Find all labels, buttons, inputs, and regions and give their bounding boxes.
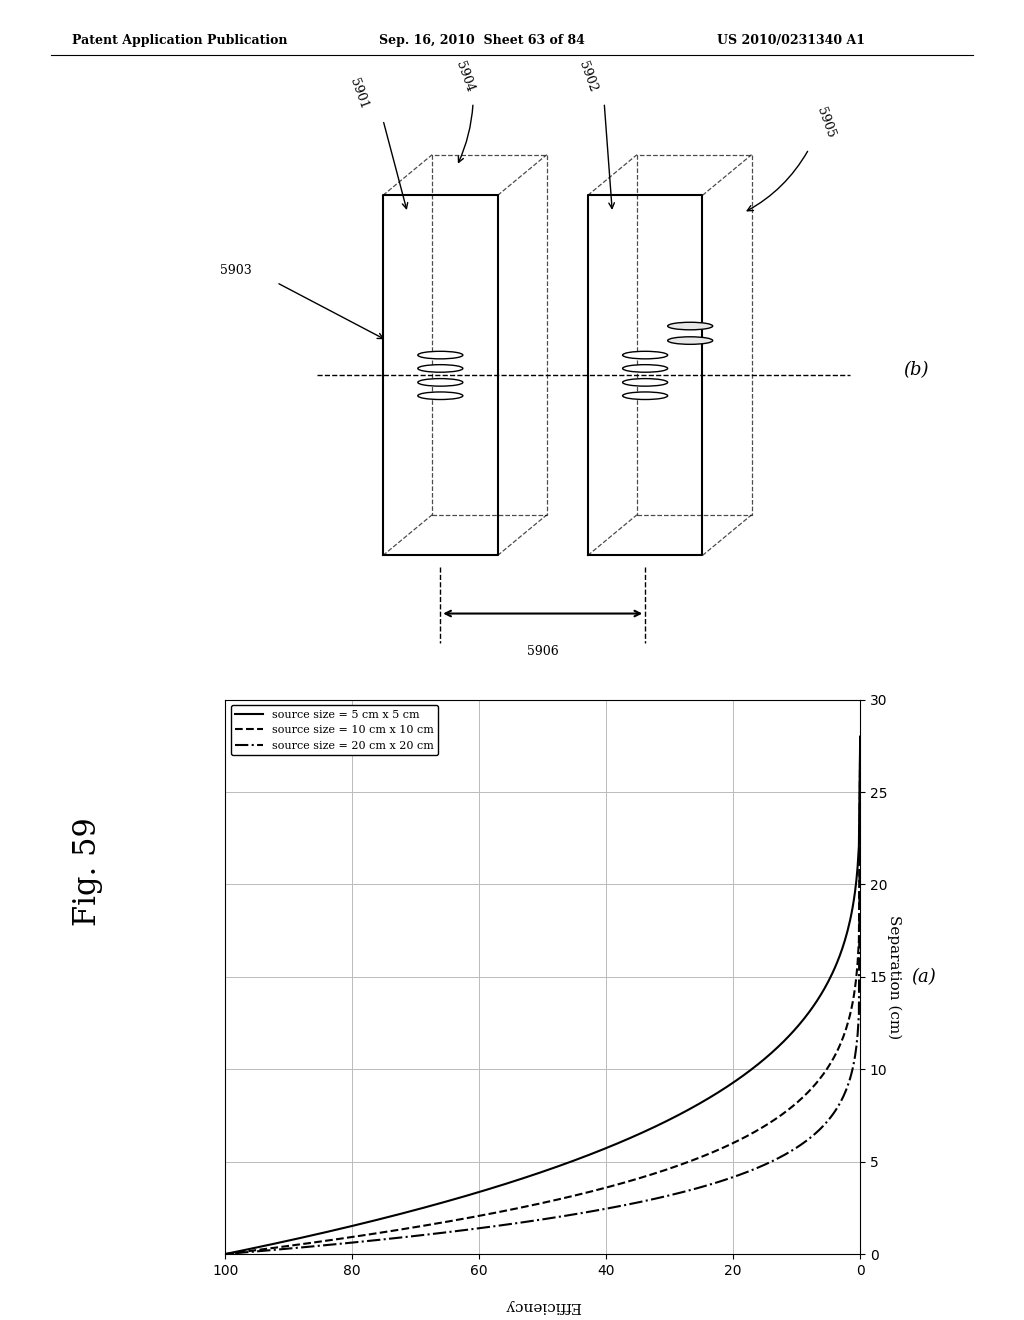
Line: source size = 5 cm x 5 cm: source size = 5 cm x 5 cm xyxy=(225,737,860,1254)
source size = 20 cm x 20 cm xyxy=(334,1236,346,1251)
source size = 20 cm x 20 cm xyxy=(234,1245,247,1261)
source size = 20 cm x 20 cm xyxy=(476,1220,488,1236)
Ellipse shape xyxy=(668,322,713,330)
source size = 10 cm x 10 cm xyxy=(854,729,866,744)
source size = 20 cm x 20 cm xyxy=(549,1209,561,1225)
source size = 20 cm x 20 cm xyxy=(219,1246,231,1262)
source size = 10 cm x 10 cm xyxy=(511,1200,523,1216)
source size = 5 cm x 5 cm xyxy=(219,1246,231,1262)
Text: 5904: 5904 xyxy=(454,59,476,94)
Text: 5902: 5902 xyxy=(577,59,599,94)
Ellipse shape xyxy=(623,364,668,372)
Ellipse shape xyxy=(623,351,668,359)
Text: US 2010/0231340 A1: US 2010/0231340 A1 xyxy=(717,34,865,48)
X-axis label: Efficiency: Efficiency xyxy=(505,1299,581,1312)
Text: 5906: 5906 xyxy=(526,645,559,659)
Text: 5901: 5901 xyxy=(347,77,370,111)
source size = 10 cm x 10 cm xyxy=(334,1230,346,1246)
Ellipse shape xyxy=(623,392,668,400)
source size = 5 cm x 5 cm xyxy=(334,1221,346,1237)
source size = 10 cm x 10 cm xyxy=(553,1192,565,1208)
source size = 5 cm x 5 cm xyxy=(476,1183,488,1199)
source size = 10 cm x 10 cm xyxy=(549,1192,561,1208)
Text: 5905: 5905 xyxy=(814,106,837,140)
source size = 5 cm x 5 cm xyxy=(234,1243,247,1259)
source size = 20 cm x 20 cm xyxy=(854,729,866,744)
Text: Fig. 59: Fig. 59 xyxy=(72,817,102,925)
Line: source size = 10 cm x 10 cm: source size = 10 cm x 10 cm xyxy=(225,737,860,1254)
Ellipse shape xyxy=(668,337,713,345)
source size = 5 cm x 5 cm xyxy=(854,729,866,744)
source size = 20 cm x 20 cm xyxy=(553,1209,565,1225)
source size = 5 cm x 5 cm xyxy=(553,1158,565,1173)
Ellipse shape xyxy=(623,379,668,387)
Text: Sep. 16, 2010  Sheet 63 of 84: Sep. 16, 2010 Sheet 63 of 84 xyxy=(379,34,585,48)
Ellipse shape xyxy=(418,351,463,359)
source size = 20 cm x 20 cm xyxy=(511,1216,523,1232)
source size = 5 cm x 5 cm xyxy=(549,1159,561,1175)
Text: (a): (a) xyxy=(911,968,936,986)
Ellipse shape xyxy=(418,364,463,372)
Line: source size = 20 cm x 20 cm: source size = 20 cm x 20 cm xyxy=(225,737,860,1254)
source size = 5 cm x 5 cm xyxy=(511,1172,523,1188)
Text: (b): (b) xyxy=(903,360,928,379)
source size = 10 cm x 10 cm xyxy=(476,1208,488,1224)
Y-axis label: Separation (cm): Separation (cm) xyxy=(887,915,901,1039)
Text: 5903: 5903 xyxy=(219,264,252,277)
source size = 10 cm x 10 cm xyxy=(234,1245,247,1261)
Legend: source size = 5 cm x 5 cm, source size = 10 cm x 10 cm, source size = 20 cm x 20: source size = 5 cm x 5 cm, source size =… xyxy=(230,705,438,755)
Ellipse shape xyxy=(418,392,463,400)
source size = 10 cm x 10 cm xyxy=(219,1246,231,1262)
Text: Patent Application Publication: Patent Application Publication xyxy=(72,34,287,48)
Ellipse shape xyxy=(418,379,463,387)
